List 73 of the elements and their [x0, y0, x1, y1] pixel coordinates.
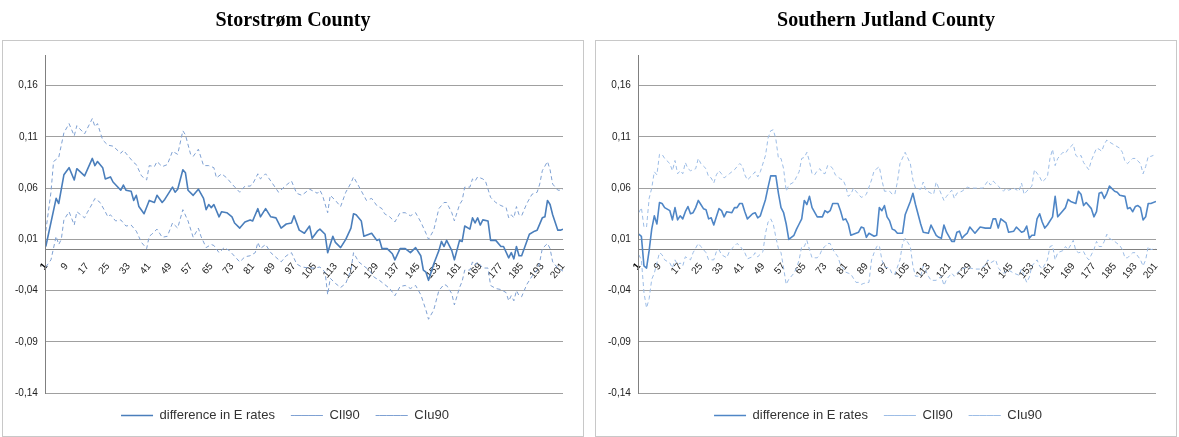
line-series — [45, 118, 563, 240]
x-tick-label: 185 — [1099, 260, 1119, 281]
y-tick-label: -0,09 — [15, 335, 39, 347]
x-tick-label: 9 — [651, 260, 664, 272]
x-tick-label: 73 — [220, 260, 236, 277]
x-tick-label: 193 — [1119, 260, 1140, 281]
x-tick-label: 33 — [116, 260, 133, 277]
x-tick-label: 97 — [875, 260, 891, 277]
y-tick-label: 0,16 — [611, 79, 632, 91]
legend-label: CIl90 — [922, 407, 953, 423]
x-tick-label: 65 — [792, 260, 809, 277]
x-tick-label: 137 — [381, 260, 402, 281]
x-tick-label: 145 — [995, 260, 1016, 281]
x-tick-label: 33 — [709, 260, 726, 277]
y-tick-label: 0,06 — [611, 181, 632, 193]
x-tick-label: 89 — [854, 260, 871, 277]
x-tick-label: 113 — [320, 260, 340, 280]
x-tick-label: 57 — [771, 260, 788, 277]
x-tick-label: 65 — [199, 260, 216, 277]
y-tick-label: 0,01 — [611, 233, 632, 245]
x-tick-label: 49 — [750, 260, 767, 277]
x-tick-label: 49 — [157, 260, 174, 277]
x-tick-label: 73 — [813, 260, 829, 277]
x-tick-label: 105 — [299, 260, 319, 281]
x-tick-label: 17 — [668, 260, 685, 277]
y-tick-label: -0,14 — [608, 386, 632, 398]
legend-label: difference in E rates — [159, 407, 276, 423]
x-tick-label: 193 — [526, 260, 547, 281]
x-tick-label: 41 — [730, 260, 747, 277]
x-tick-label: 153 — [1016, 260, 1036, 281]
legend-label: CIu90 — [414, 407, 449, 423]
x-tick-label: 169 — [464, 260, 485, 281]
x-tick-label: 81 — [833, 260, 850, 277]
y-tick-label: -0,09 — [608, 335, 632, 347]
y-tick-label: 0,01 — [18, 233, 39, 245]
x-tick-label: 81 — [240, 260, 257, 277]
x-tick-label: 145 — [402, 260, 423, 281]
x-tick-label: 137 — [974, 260, 995, 281]
x-tick-label: 105 — [892, 260, 912, 281]
x-tick-label: 161 — [1037, 260, 1057, 281]
x-tick-label: 177 — [1078, 260, 1098, 281]
x-tick-label: 113 — [913, 260, 933, 280]
y-tick-label: 0,06 — [18, 181, 39, 193]
x-tick-label: 121 — [933, 260, 954, 281]
legend-label: difference in E rates — [752, 407, 869, 423]
x-tick-label: 185 — [506, 260, 526, 281]
line-series — [638, 129, 1154, 228]
y-tick-label: -0,14 — [15, 386, 39, 398]
legend-label: CIu90 — [1007, 407, 1042, 423]
x-tick-label: 41 — [137, 260, 154, 277]
y-tick-label: 0,11 — [19, 130, 39, 142]
y-tick-label: 0,11 — [612, 130, 632, 142]
x-tick-label: 89 — [261, 260, 278, 277]
y-tick-label: -0,04 — [15, 284, 39, 296]
x-tick-label: 25 — [95, 260, 112, 277]
chart-title: Storstrøm County — [214, 8, 372, 31]
x-tick-label: 25 — [688, 260, 705, 277]
x-tick-label: 169 — [1057, 260, 1078, 281]
x-tick-label: 17 — [75, 260, 92, 277]
legend-label: CIl90 — [329, 407, 360, 423]
x-tick-label: 9 — [58, 260, 71, 272]
x-tick-label: 121 — [340, 260, 361, 281]
y-tick-label: 0,16 — [18, 79, 39, 91]
x-tick-label: 97 — [282, 260, 298, 277]
x-tick-label: 161 — [444, 260, 464, 281]
x-tick-label: 57 — [178, 260, 195, 277]
x-tick-label: 177 — [485, 260, 505, 281]
y-tick-label: -0,04 — [608, 284, 632, 296]
x-tick-label: 129 — [954, 260, 974, 281]
chart-title: Southern Jutland County — [776, 8, 996, 31]
x-tick-label: 201 — [547, 260, 567, 281]
x-tick-label: 129 — [361, 260, 381, 281]
x-tick-label: 201 — [1140, 260, 1160, 281]
